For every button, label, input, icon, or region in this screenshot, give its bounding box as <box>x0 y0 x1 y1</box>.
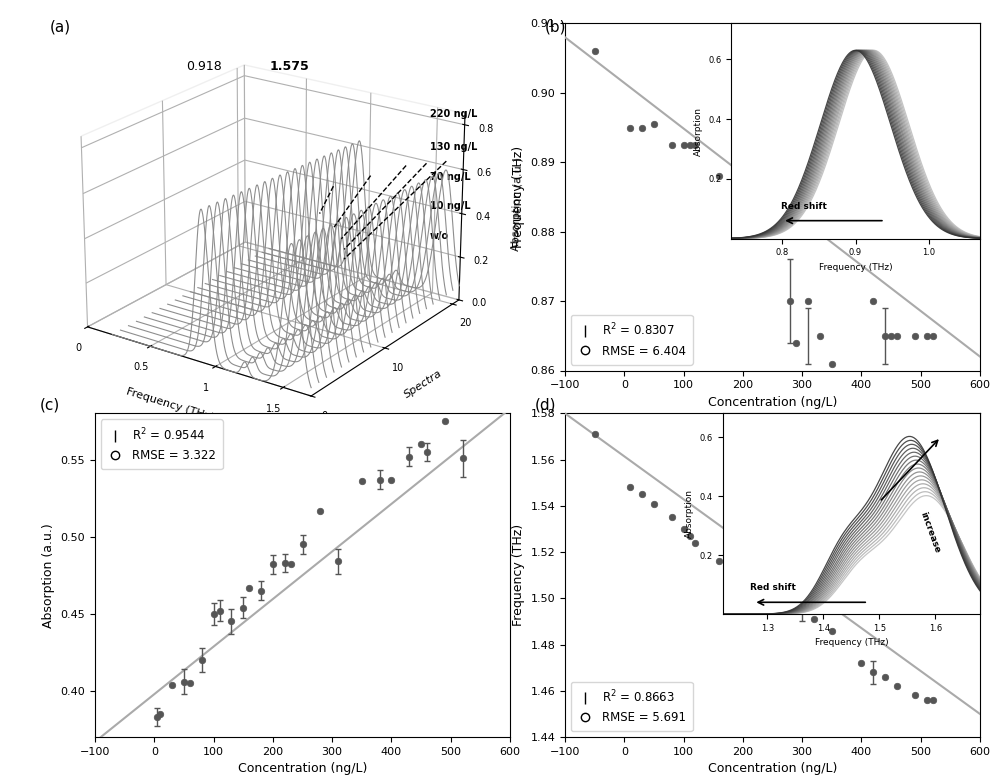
Point <box>164 679 180 691</box>
Text: (b): (b) <box>545 20 566 34</box>
Point <box>152 707 168 720</box>
Point <box>354 475 370 488</box>
Point <box>265 558 281 571</box>
Point <box>419 445 435 458</box>
Point <box>889 680 905 693</box>
Point <box>682 139 698 151</box>
Point <box>676 139 692 151</box>
Point <box>794 604 810 616</box>
Point <box>223 615 239 628</box>
Text: w/o: w/o <box>430 231 449 241</box>
Point <box>294 538 310 551</box>
Point <box>853 657 869 669</box>
Point <box>877 671 893 683</box>
Point <box>782 295 798 307</box>
Text: 0.918: 0.918 <box>186 60 222 73</box>
Point <box>883 329 899 342</box>
Point <box>919 694 935 707</box>
Point <box>646 118 662 130</box>
Legend: R$^2$ = 0.9544, RMSE = 3.322: R$^2$ = 0.9544, RMSE = 3.322 <box>101 420 223 469</box>
Y-axis label: Spectra: Spectra <box>403 369 444 400</box>
Point <box>907 329 923 342</box>
X-axis label: Concentration (ng/L): Concentration (ng/L) <box>708 762 837 775</box>
Point <box>253 584 269 597</box>
Y-axis label: Frequency (THz): Frequency (THz) <box>512 146 525 248</box>
Point <box>770 592 786 604</box>
Point <box>824 357 840 370</box>
Point <box>907 690 923 702</box>
Y-axis label: Absorption (a.u.): Absorption (a.u.) <box>42 523 55 628</box>
Point <box>176 675 192 688</box>
Point <box>634 121 650 133</box>
Point <box>664 511 680 523</box>
Point <box>372 473 388 486</box>
Point <box>664 139 680 151</box>
Point <box>919 329 935 342</box>
Point <box>587 428 603 441</box>
X-axis label: Concentration (ng/L): Concentration (ng/L) <box>238 762 367 775</box>
Point <box>925 694 941 707</box>
Point <box>735 197 751 210</box>
Point <box>401 450 417 463</box>
Point <box>312 504 328 516</box>
Point <box>806 613 822 626</box>
Text: (c): (c) <box>40 398 60 413</box>
Point <box>676 523 692 535</box>
Point <box>194 654 210 666</box>
Point <box>711 555 727 568</box>
Point <box>330 555 346 568</box>
Point <box>212 604 228 617</box>
Y-axis label: Frequency (THz): Frequency (THz) <box>512 524 525 626</box>
Point <box>149 711 165 723</box>
Point <box>646 498 662 510</box>
Point <box>889 329 905 342</box>
Point <box>277 557 293 569</box>
Point <box>782 592 798 604</box>
Text: 220 ng/L: 220 ng/L <box>430 108 477 119</box>
Point <box>687 537 703 549</box>
Point <box>634 488 650 501</box>
Point <box>682 530 698 542</box>
Legend: R$^2$ = 0.8307, RMSE = 6.404: R$^2$ = 0.8307, RMSE = 6.404 <box>571 315 693 364</box>
X-axis label: Concentration (ng/L): Concentration (ng/L) <box>708 395 837 409</box>
Point <box>622 481 638 494</box>
Point <box>800 295 816 307</box>
Point <box>812 329 828 342</box>
Point <box>622 121 638 133</box>
Legend: R$^2$ = 0.8663, RMSE = 5.691: R$^2$ = 0.8663, RMSE = 5.691 <box>571 682 693 731</box>
X-axis label: Frequency (THz): Frequency (THz) <box>125 386 215 423</box>
Text: 70 ng/L: 70 ng/L <box>430 172 471 182</box>
Point <box>865 666 881 679</box>
Point <box>182 677 198 690</box>
Point <box>788 336 804 349</box>
Point <box>413 438 429 451</box>
Point <box>925 329 941 342</box>
Text: (d): (d) <box>535 398 556 413</box>
Text: 1.575: 1.575 <box>270 60 310 73</box>
Point <box>383 473 399 486</box>
Text: 130 ng/L: 130 ng/L <box>430 143 477 152</box>
Point <box>687 139 703 151</box>
Point <box>735 585 751 597</box>
Point <box>437 415 453 427</box>
Point <box>587 45 603 58</box>
Point <box>865 295 881 307</box>
Point <box>877 329 893 342</box>
Point <box>455 452 471 464</box>
Text: 10 ng/L: 10 ng/L <box>430 201 471 211</box>
Point <box>283 558 299 571</box>
Point <box>241 581 257 594</box>
Point <box>711 170 727 183</box>
Point <box>235 601 251 614</box>
Text: (a): (a) <box>50 20 71 34</box>
Point <box>206 608 222 620</box>
Point <box>824 625 840 637</box>
